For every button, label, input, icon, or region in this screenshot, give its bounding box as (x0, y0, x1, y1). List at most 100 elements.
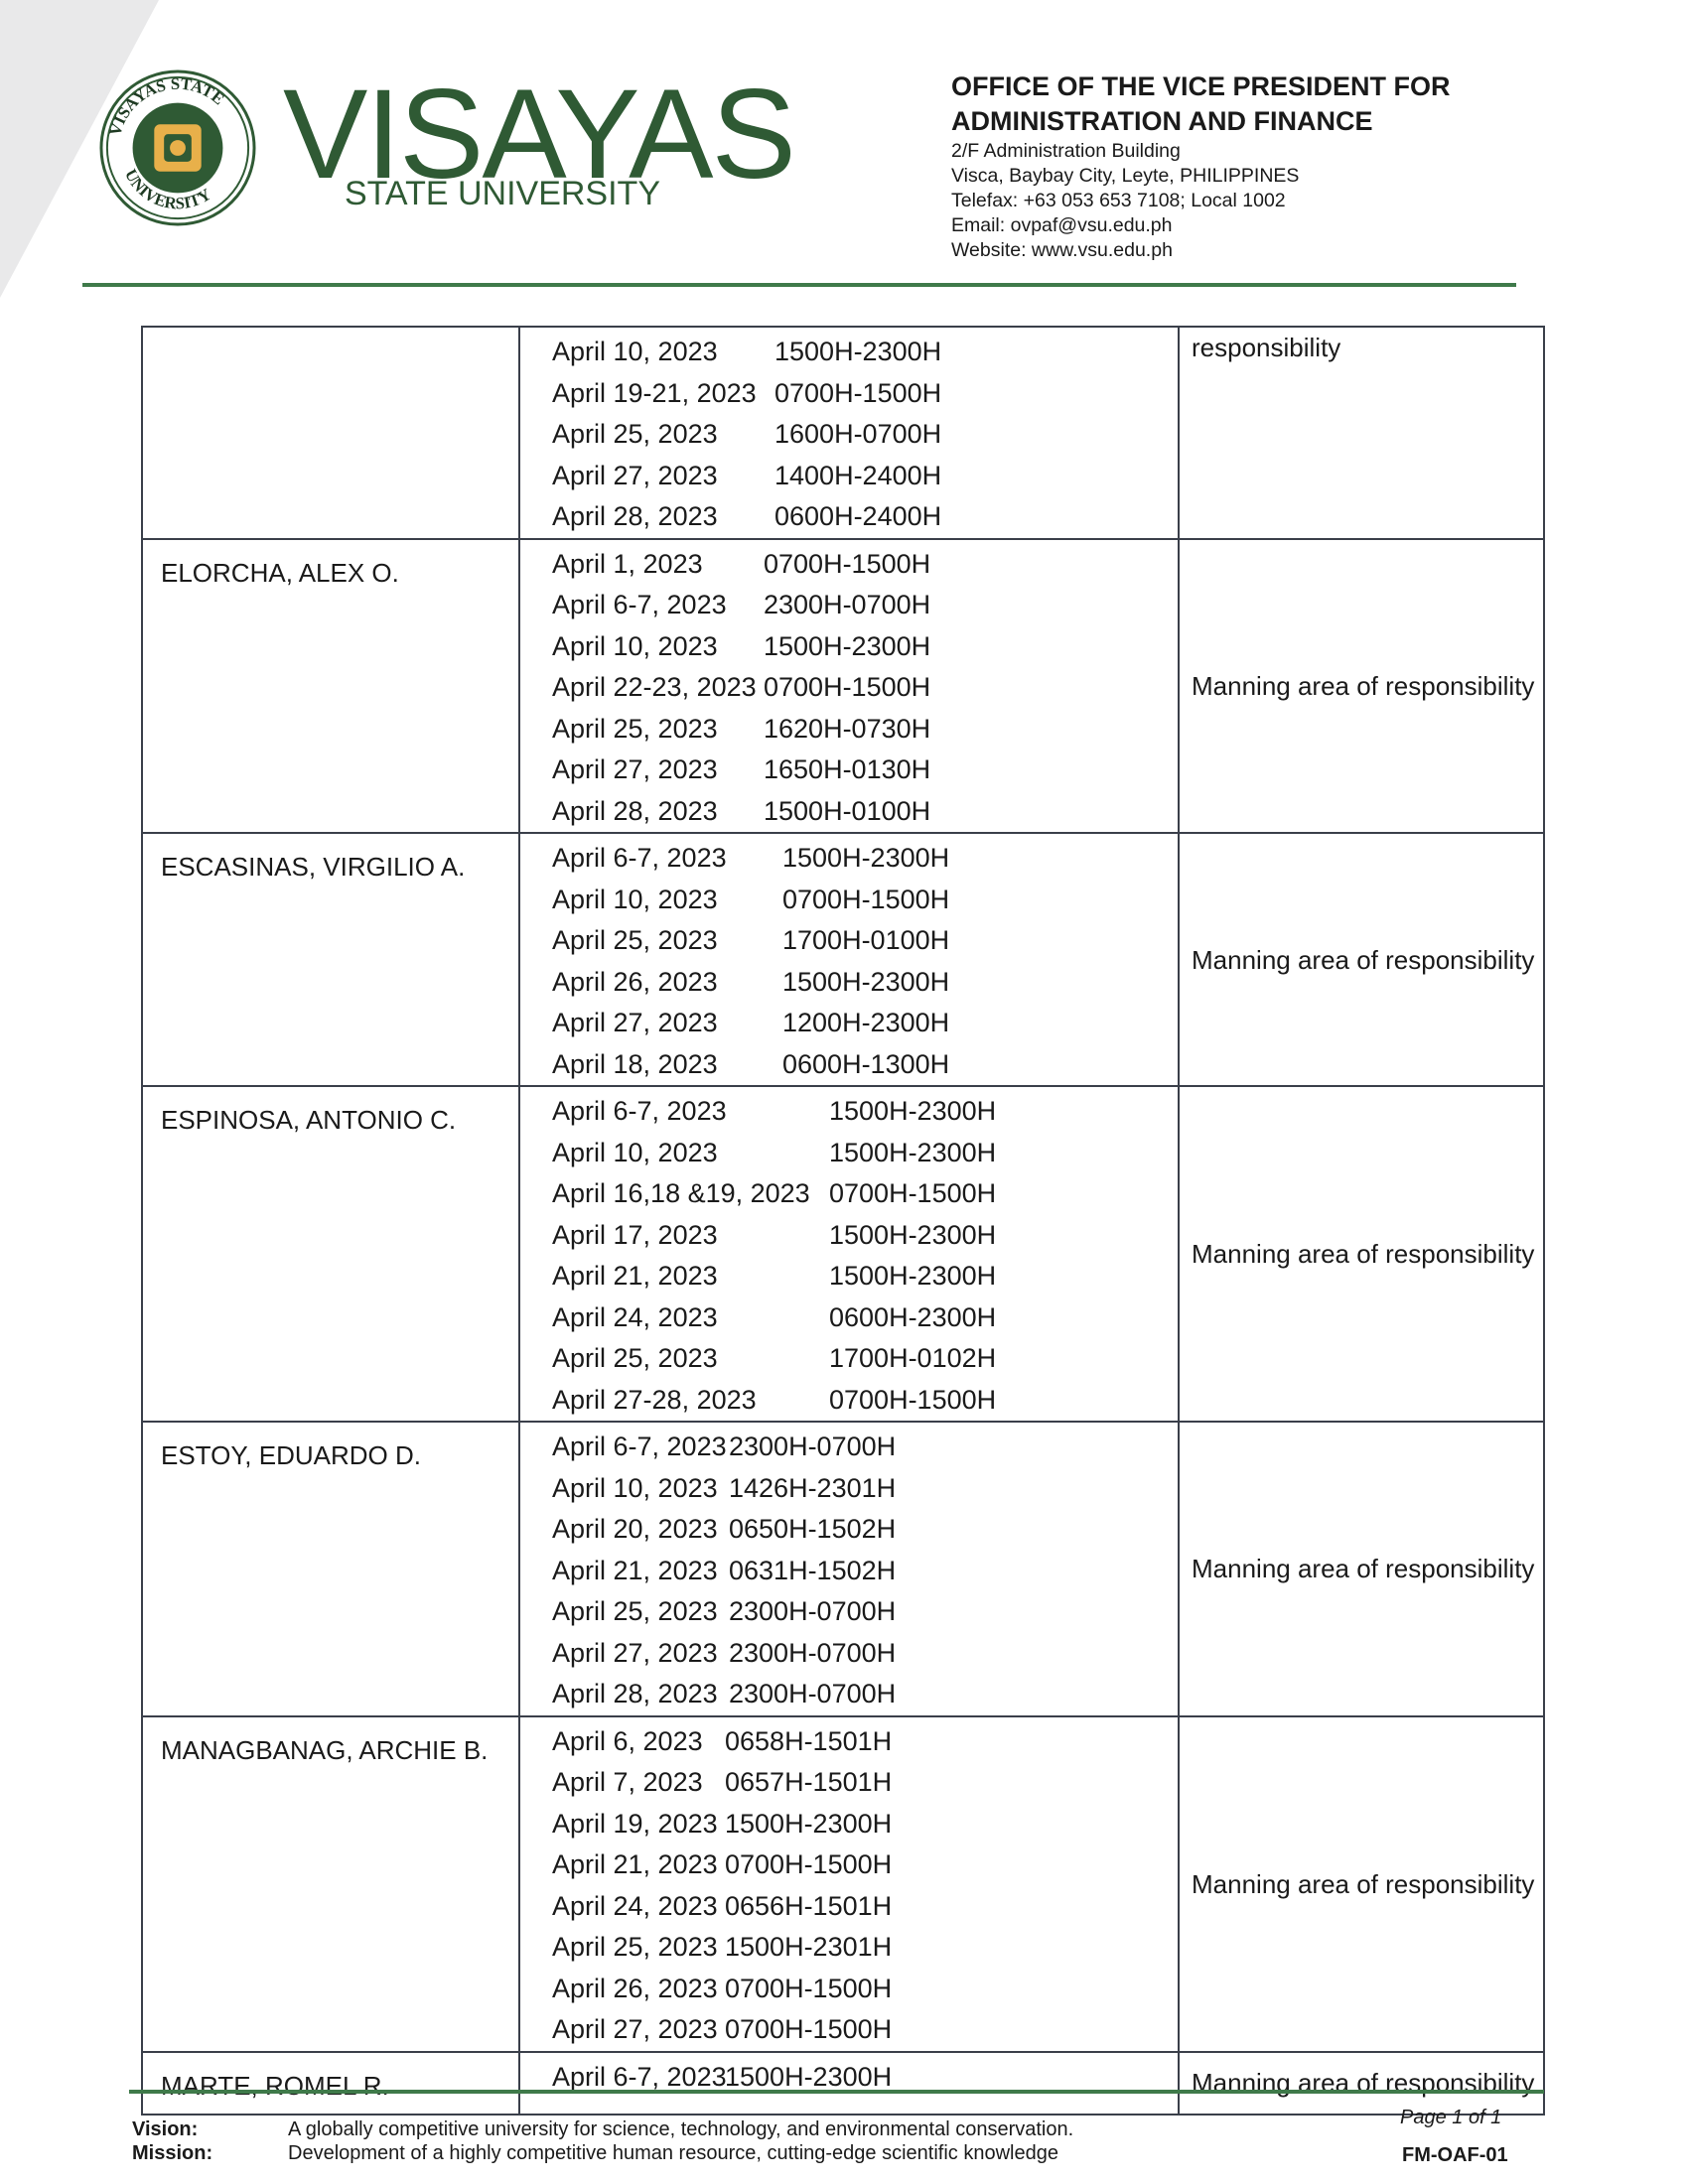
duty-date: April 20, 2023 (552, 1514, 718, 1545)
duty-date: April 6, 2023 (552, 1725, 703, 1756)
duty-time: 1500H-2300H (782, 843, 950, 874)
university-seal-logo: VISAYAS STATE UNIVERSITY (99, 69, 256, 226)
schedule-entry: April 21, 2023 0631H-1502H (520, 1551, 1178, 1592)
vision-text: A globally competitive university for sc… (288, 2118, 1074, 2140)
duty-time: 1500H-2301H (725, 1932, 893, 1963)
schedule-entry: April 6-7, 2023 1500H-2300H (520, 2057, 1178, 2099)
personnel-name: ESTOY, EDUARDO D. (141, 1421, 520, 1717)
duty-date: April 24, 2023 (552, 1890, 718, 1921)
duty-date: April 25, 2023 (552, 419, 718, 450)
mission-text: Development of a highly competitive huma… (288, 2142, 1058, 2164)
duty-time: 0657H-1501H (725, 1767, 893, 1798)
personnel-name: ESPINOSA, ANTONIO C. (141, 1085, 520, 1423)
duty-date: April 28, 2023 (552, 1679, 718, 1709)
duty-time: 1500H-2300H (764, 630, 931, 661)
schedule-entry: April 6-7, 2023 2300H-0700H (520, 585, 1178, 626)
office-title-line2: ADMINISTRATION AND FINANCE (951, 106, 1373, 136)
personnel-name: ESCASINAS, VIRGILIO A. (141, 832, 520, 1087)
schedule-entry: April 7, 2023 0657H-1501H (520, 1762, 1178, 1804)
duty-date: April 6-7, 2023 (552, 1096, 727, 1127)
duty-time: 2300H-0700H (729, 1432, 897, 1462)
duty-date: April 26, 2023 (552, 966, 718, 997)
office-info: OFFICE OF THE VICE PRESIDENT FOR ADMINIS… (951, 69, 1451, 263)
duty-time: 0700H-1500H (774, 377, 942, 408)
footer-divider (129, 2090, 1544, 2094)
table-row: ELORCHA, ALEX O. April 1, 2023 0700H-1500H… (141, 537, 1545, 834)
personnel-name: ELORCHA, ALEX O. (141, 537, 520, 834)
duty-time: 0700H-1500H (764, 672, 931, 703)
duty-time: 0700H-1500H (725, 1973, 893, 2003)
duty-date: April 17, 2023 (552, 1219, 718, 1250)
schedule-entry: April 26, 2023 1500H-2300H (520, 962, 1178, 1004)
brand-name: VISAYAS (283, 64, 796, 205)
duty-date: April 25, 2023 (552, 1343, 718, 1374)
duty-date: April 1, 2023 (552, 548, 703, 579)
schedule-entry: April 10, 2023 1500H-2300H (520, 626, 1178, 668)
duty-date: April 6-7, 2023 (552, 2061, 727, 2092)
schedule-entry: April 25, 2023 1600H-0700H (520, 414, 1178, 456)
schedule-entry: April 25, 2023 1700H-0100H (520, 920, 1178, 962)
duty-schedule: April 6-7, 2023 1500H-2300H (518, 2050, 1180, 2116)
schedule-entry: April 28, 2023 2300H-0700H (520, 1674, 1178, 1715)
table-row: MARTE, ROMEL R. April 6-7, 2023 1500H-2300… (141, 2050, 1545, 2116)
schedule-entry: April 17, 2023 1500H-2300H (520, 1215, 1178, 1257)
duty-date: April 25, 2023 (552, 713, 718, 744)
schedule-entry: April 28, 2023 1500H-0100H (520, 791, 1178, 833)
duty-date: April 27, 2023 (552, 754, 718, 785)
table-row: ESTOY, EDUARDO D. April 6-7, 2023 2300H-07… (141, 1421, 1545, 1717)
schedule-entry: April 10, 2023 1426H-2301H (520, 1468, 1178, 1510)
form-code: FM-OAF-01 (1402, 2144, 1508, 2166)
duty-date: April 18, 2023 (552, 1048, 718, 1079)
schedule-entry: April 10, 2023 1500H-2300H (520, 1133, 1178, 1174)
duty-time: 1200H-2300H (782, 1008, 950, 1038)
schedule-entry: April 25, 2023 1500H-2301H (520, 1927, 1178, 1969)
duty-time: 2300H-0700H (729, 1637, 897, 1668)
remarks: Manning area of responsibility (1178, 537, 1545, 834)
schedule-entry: April 27, 2023 1200H-2300H (520, 1003, 1178, 1044)
table-row: ESCASINAS, VIRGILIO A. April 6-7, 2023 150… (141, 832, 1545, 1087)
duty-time: 0600H-2400H (774, 501, 942, 532)
duty-date: April 27-28, 2023 (552, 1384, 757, 1415)
duty-time: 1400H-2400H (774, 460, 942, 490)
duty-date: April 6-7, 2023 (552, 1432, 727, 1462)
duty-date: April 27, 2023 (552, 460, 718, 490)
address-line2: Visca, Baybay City, Leyte, PHILIPPINES (951, 165, 1300, 187)
duty-date: April 10, 2023 (552, 1472, 718, 1503)
remarks: Manning area of responsibility (1178, 1421, 1545, 1717)
schedule-entry: April 27, 2023 1400H-2400H (520, 456, 1178, 497)
duty-time: 0700H-1500H (725, 2014, 893, 2045)
duty-time: 1500H-2300H (774, 337, 942, 367)
personnel-name: MARTE, ROMEL R. (141, 2050, 520, 2116)
personnel-name: MANAGBANAG, ARCHIE B. (141, 1714, 520, 2053)
vision-label: Vision: (132, 2118, 199, 2140)
duty-date: April 19-21, 2023 (552, 377, 757, 408)
duty-schedule: April 6-7, 2023 2300H-0700H April 10, 2023… (518, 1421, 1180, 1717)
website: Website: www.vsu.edu.ph (951, 239, 1173, 261)
schedule-entry: April 24, 2023 0656H-1501H (520, 1886, 1178, 1928)
duty-time: 1500H-2300H (725, 1808, 893, 1839)
header-divider (82, 283, 1516, 287)
duty-date: April 25, 2023 (552, 1932, 718, 1963)
duty-time: 2300H-0700H (764, 590, 931, 620)
duty-time: 2300H-0700H (729, 1679, 897, 1709)
duty-time: 1500H-2300H (829, 1261, 997, 1292)
email: Email: ovpaf@vsu.edu.ph (951, 214, 1173, 236)
remarks: Manning area of responsibility (1178, 832, 1545, 1087)
duty-date: April 21, 2023 (552, 1555, 718, 1585)
duty-time: 0700H-1500H (725, 1849, 893, 1880)
page-number: Page 1 of 1 (1400, 2107, 1502, 2128)
office-title-line1: OFFICE OF THE VICE PRESIDENT FOR (951, 71, 1451, 101)
duty-time: 0600H-1300H (782, 1048, 950, 1079)
duty-date: April 21, 2023 (552, 1261, 718, 1292)
duty-date: April 27, 2023 (552, 1637, 718, 1668)
schedule-entry: April 20, 2023 0650H-1502H (520, 1509, 1178, 1551)
duty-time: 0700H-1500H (764, 548, 931, 579)
schedule-entry: April 22-23, 2023 0700H-1500H (520, 667, 1178, 709)
brand-subtitle: STATE UNIVERSITY (345, 175, 661, 212)
schedule-entry: April 27-28, 2023 0700H-1500H (520, 1380, 1178, 1422)
duty-date: April 24, 2023 (552, 1301, 718, 1332)
schedule-table: April 10, 2023 1500H-2300H April 19-21, 20… (141, 326, 1545, 2116)
schedule-entry: April 1, 2023 0700H-1500H (520, 544, 1178, 586)
duty-date: April 6-7, 2023 (552, 843, 727, 874)
schedule-entry: April 25, 2023 2300H-0700H (520, 1591, 1178, 1633)
